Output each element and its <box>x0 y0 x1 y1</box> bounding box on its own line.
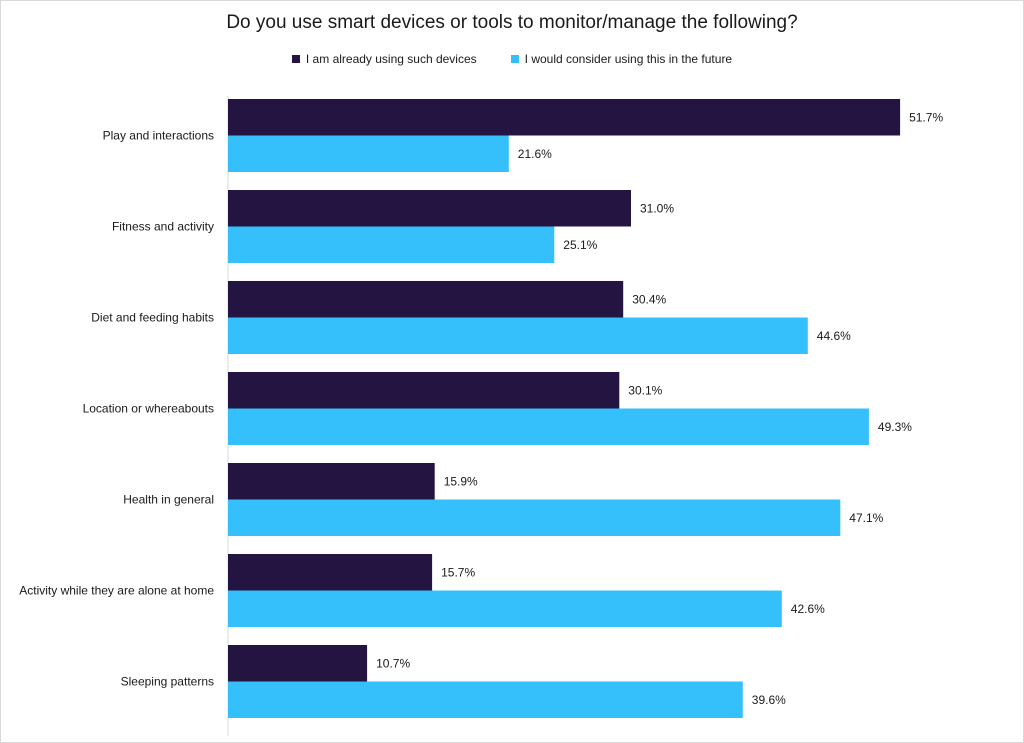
bar-series-2 <box>228 499 841 536</box>
legend-item-would-consider: I would consider using this in the futur… <box>510 52 733 66</box>
data-label: 49.3% <box>878 420 912 434</box>
bar-series-2 <box>228 590 782 627</box>
data-label: 15.7% <box>441 565 475 579</box>
bar-series-1 <box>228 372 620 409</box>
data-label: 31.0% <box>640 201 674 215</box>
bar-series-1 <box>228 190 631 227</box>
bar-series-2 <box>228 317 808 354</box>
bar-series-2 <box>228 135 509 172</box>
legend-swatch-already-using <box>291 55 300 63</box>
chart-legend: I am already using such devices I would … <box>0 52 1024 66</box>
data-label: 39.6% <box>752 693 786 707</box>
bar-series-1 <box>228 463 435 500</box>
data-label: 42.6% <box>791 602 825 616</box>
data-label: 47.1% <box>849 511 883 525</box>
bar-series-2 <box>228 226 555 263</box>
category-label: Play and interactions <box>103 129 214 143</box>
bar-series-1 <box>228 99 901 136</box>
bar-series-2 <box>228 408 869 445</box>
category-label: Fitness and activity <box>112 220 214 234</box>
category-label: Diet and feeding habits <box>91 311 214 325</box>
bar-series-1 <box>228 645 368 682</box>
legend-swatch-would-consider <box>510 55 519 63</box>
data-label: 30.1% <box>628 383 662 397</box>
category-label: Activity while they are alone at home <box>19 584 214 598</box>
bar-series-1 <box>228 554 433 591</box>
data-label: 51.7% <box>909 110 943 124</box>
bar-series-1 <box>228 281 624 318</box>
bar-series-2 <box>228 681 743 718</box>
legend-label-already-using: I am already using such devices <box>305 52 477 66</box>
data-label: 15.9% <box>444 474 478 488</box>
chart-title: Do you use smart devices or tools to mon… <box>226 12 798 33</box>
category-label: Sleeping patterns <box>121 675 214 689</box>
data-label: 21.6% <box>518 147 552 161</box>
legend-item-already-using: I am already using such devices <box>291 52 477 66</box>
data-label: 30.4% <box>632 292 666 306</box>
category-label: Health in general <box>123 493 214 507</box>
data-label: 44.6% <box>817 329 851 343</box>
data-label: 25.1% <box>563 238 597 252</box>
data-label: 10.7% <box>376 656 410 670</box>
category-label: Location or whereabouts <box>83 402 214 416</box>
legend-label-would-consider: I would consider using this in the futur… <box>524 52 733 66</box>
